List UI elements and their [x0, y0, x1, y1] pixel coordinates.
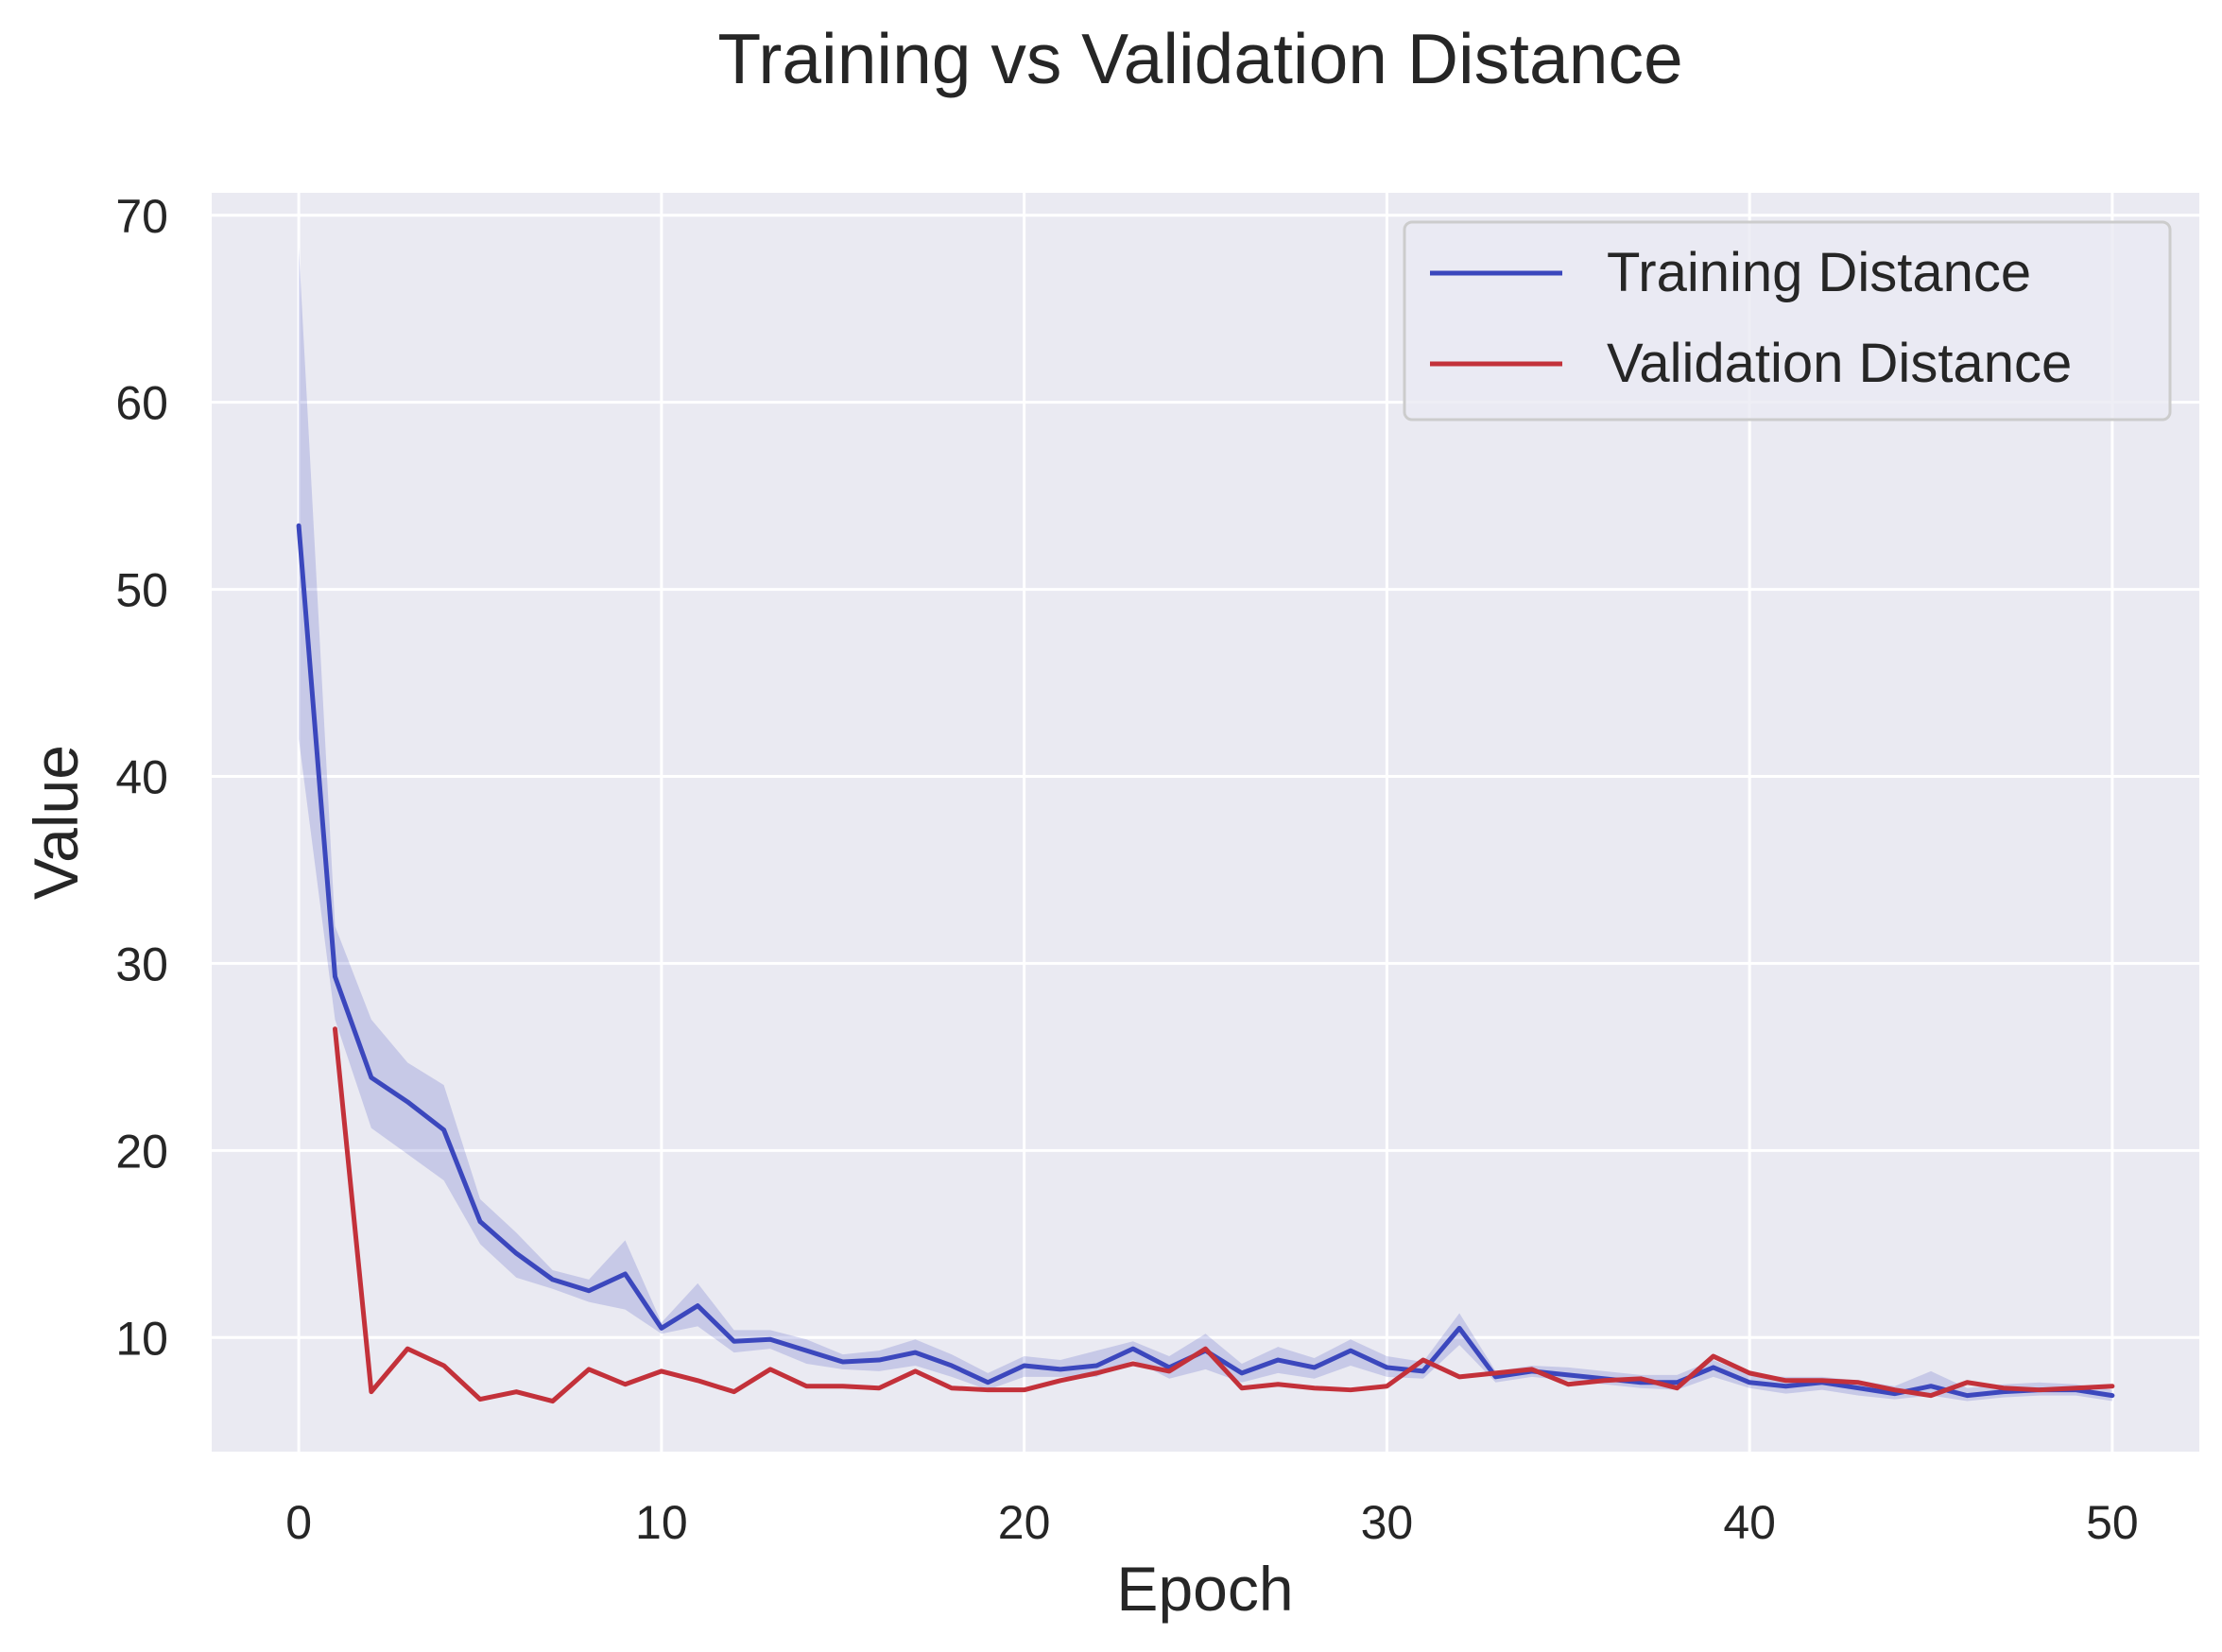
series-lines — [296, 523, 2115, 1404]
x-tick-label: 10 — [635, 1496, 688, 1549]
x-tick-label: 50 — [2086, 1496, 2139, 1549]
y-tick-label: 50 — [115, 564, 168, 617]
y-tick-label: 40 — [115, 751, 168, 804]
y-tick-label: 10 — [115, 1312, 168, 1365]
x-axis-label: Epoch — [1116, 1554, 1293, 1624]
y-tick-label: 30 — [115, 938, 168, 990]
x-tick-label: 20 — [998, 1496, 1051, 1549]
x-tick-label: 0 — [285, 1496, 312, 1549]
legend-label-validation: Validation Distance — [1607, 333, 2072, 394]
x-tick-label: 30 — [1361, 1496, 1414, 1549]
x-tick-labels: 0 10 20 30 40 50 — [285, 1496, 2139, 1549]
validation-distance-line — [332, 1026, 2115, 1404]
legend-label-training: Training Distance — [1607, 242, 2031, 303]
y-tick-labels: 10 20 30 40 50 60 70 — [115, 190, 168, 1366]
legend-box — [1403, 220, 2172, 422]
y-tick-label: 20 — [115, 1125, 168, 1178]
y-tick-label: 60 — [115, 377, 168, 430]
grid — [212, 193, 2199, 1452]
x-tick-label: 40 — [1723, 1496, 1776, 1549]
y-tick-label: 70 — [115, 190, 168, 243]
legend: Training Distance Validation Distance — [1403, 220, 2172, 422]
y-axis-label: Value — [21, 745, 91, 900]
chart-title: Training vs Validation Distance — [717, 19, 1682, 98]
